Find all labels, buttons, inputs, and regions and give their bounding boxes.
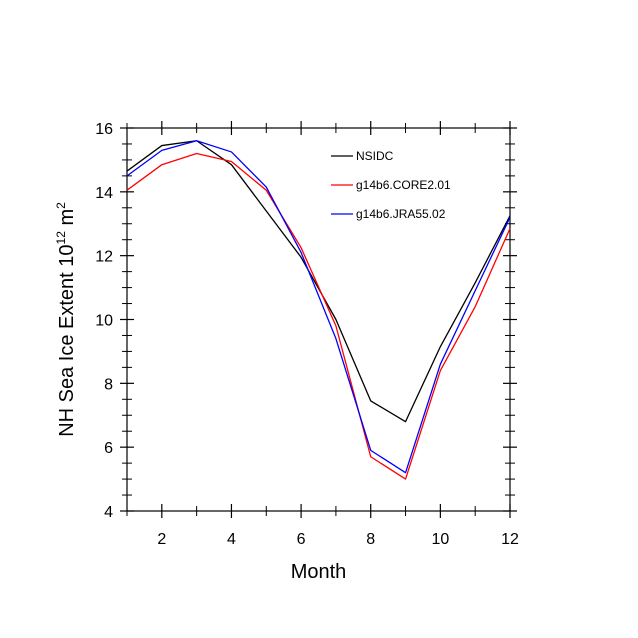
x-tick-labels: 2 4 6 8 10 12 bbox=[157, 531, 519, 548]
x-tick-label: 8 bbox=[366, 531, 375, 548]
y-axis-title-unit: m bbox=[56, 209, 78, 231]
y-tick-label: 4 bbox=[104, 504, 113, 521]
y-axis-title-prefix: NH Sea Ice Extent 10 bbox=[56, 244, 78, 436]
legend-label-1: NSIDC bbox=[356, 149, 394, 163]
y-axis-title-exponent: 12 bbox=[54, 231, 68, 245]
x-axis-title: Month bbox=[291, 561, 347, 583]
y-axis-title: NH Sea Ice Extent 1012 m2 bbox=[54, 202, 78, 437]
series-line-3 bbox=[126, 140, 511, 474]
x-tick-label: 10 bbox=[431, 531, 449, 548]
y-axis-title-unit-exponent: 2 bbox=[54, 202, 68, 209]
series-line-1 bbox=[126, 140, 511, 423]
y-tick-label: 10 bbox=[95, 313, 113, 330]
y-tick-label: 14 bbox=[95, 185, 113, 202]
major-ticks bbox=[120, 121, 517, 518]
legend-label-2: g14b6.CORE2.01 bbox=[356, 178, 451, 192]
y-tick-label: 12 bbox=[95, 249, 113, 266]
legend-label-3: g14b6.JRA55.02 bbox=[356, 207, 446, 221]
y-tick-labels: 4 6 8 10 12 14 16 bbox=[95, 121, 113, 521]
minor-ticks bbox=[122, 123, 515, 516]
x-tick-label: 6 bbox=[297, 531, 306, 548]
series-lines bbox=[126, 140, 511, 480]
legend: NSIDC g14b6.CORE2.01 g14b6.JRA55.02 bbox=[331, 149, 451, 221]
x-tick-label: 12 bbox=[501, 531, 519, 548]
y-tick-label: 8 bbox=[104, 376, 113, 393]
y-tick-label: 16 bbox=[95, 121, 113, 138]
y-tick-label: 6 bbox=[104, 440, 113, 457]
series-line-2 bbox=[126, 152, 511, 480]
plot-frame bbox=[126, 127, 511, 512]
x-tick-label: 4 bbox=[227, 531, 236, 548]
x-tick-label: 2 bbox=[157, 531, 166, 548]
